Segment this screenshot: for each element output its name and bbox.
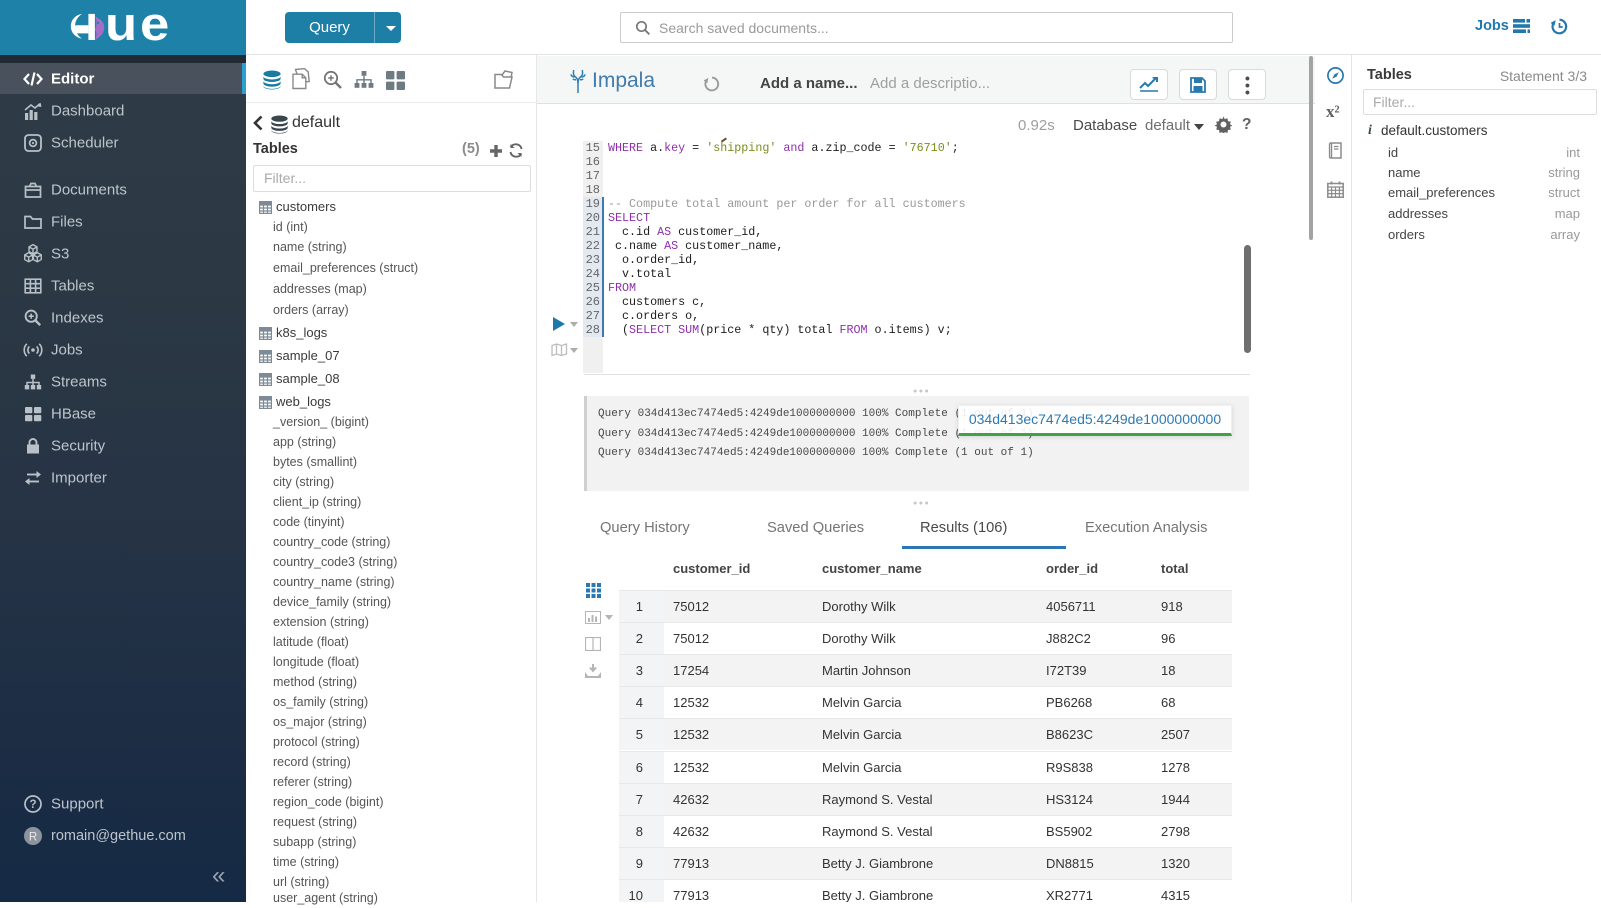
svg-text:?: ? [29, 799, 36, 811]
svg-text:R: R [29, 831, 37, 843]
